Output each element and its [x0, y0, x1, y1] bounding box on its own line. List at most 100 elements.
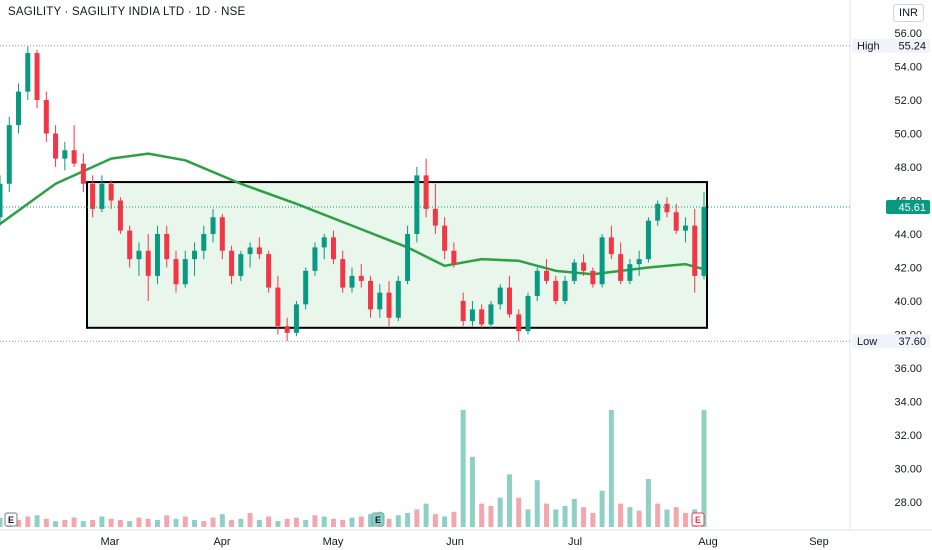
low-tag-value-bg — [886, 334, 930, 349]
candle-body — [553, 280, 559, 301]
candle — [210, 208, 216, 243]
candle-body — [655, 203, 661, 221]
candle — [256, 237, 262, 260]
volume-bar — [349, 517, 355, 527]
volume-bar — [636, 510, 642, 527]
volume-bar — [414, 509, 420, 527]
volume-bar — [358, 516, 364, 527]
candle-body — [534, 270, 540, 296]
volume-bar — [266, 516, 272, 527]
candle — [534, 267, 540, 301]
candle — [0, 175, 3, 226]
volume-bar — [386, 518, 392, 527]
candle-body — [682, 225, 688, 231]
time-axis[interactable]: Mar Apr May Jun Jul Aug Sep — [101, 536, 829, 548]
candle — [442, 217, 448, 260]
symbol-title[interactable]: SAGILITY · SAGILITY INDIA LTD · 1D · NSE — [8, 6, 246, 18]
volume-bar — [432, 514, 438, 527]
candle-body — [599, 237, 605, 285]
price-axis[interactable]: 56.0054.0052.0050.0048.0046.0044.0042.00… — [852, 28, 930, 509]
candle-body — [562, 280, 568, 301]
volume-bar — [154, 519, 160, 527]
volume-bar — [34, 515, 40, 527]
candle — [330, 230, 336, 265]
volume-bar — [99, 516, 105, 527]
candle — [488, 301, 494, 330]
candle — [312, 242, 318, 276]
candle-body — [451, 250, 457, 265]
candle — [516, 309, 522, 342]
y-tick-label: 30.00 — [894, 464, 922, 476]
candle-body — [645, 220, 651, 260]
candle-body — [479, 309, 485, 325]
volume-bar — [516, 497, 522, 527]
candle-body — [6, 125, 12, 184]
candle-body — [192, 250, 198, 260]
candle-body — [497, 287, 503, 305]
candle-body — [377, 292, 383, 310]
volume-bar — [590, 512, 596, 527]
candle-body — [256, 247, 262, 255]
candle-body — [488, 304, 494, 325]
candle — [136, 242, 142, 276]
volume-bar — [469, 456, 475, 527]
candle — [182, 250, 188, 288]
candle-body — [117, 200, 123, 231]
volume-bar — [71, 517, 77, 527]
earnings-event-marker[interactable]: E — [371, 512, 385, 527]
candle — [229, 245, 235, 285]
last-price-tag-value-bg — [886, 200, 930, 215]
volume-bar — [599, 490, 605, 527]
volume-bar — [506, 474, 512, 527]
volume-bar — [544, 503, 550, 527]
volume-bar — [608, 410, 614, 527]
candle — [266, 250, 272, 293]
volume-bar — [16, 519, 22, 527]
volume-bar — [571, 498, 577, 527]
candle-body — [136, 250, 142, 260]
candle-body — [182, 259, 188, 285]
candle-body — [692, 225, 698, 276]
candle — [692, 208, 698, 293]
candle-body — [627, 264, 633, 281]
high-tag-value-bg — [886, 38, 930, 53]
earnings-event-marker[interactable]: E — [4, 512, 18, 527]
candle — [451, 242, 457, 268]
grid-lines — [0, 0, 932, 531]
volume-bar — [321, 516, 327, 527]
candle — [321, 234, 327, 260]
candle-body — [201, 234, 207, 251]
candle-body — [368, 280, 374, 310]
y-tick-label: 52.00 — [894, 95, 922, 107]
x-tick-label: Apr — [213, 536, 230, 548]
candle — [525, 292, 531, 335]
candles — [0, 46, 707, 342]
candle-body — [154, 234, 160, 276]
y-tick-label: 34.00 — [894, 397, 922, 409]
candle — [544, 259, 550, 285]
candle-body — [312, 247, 318, 271]
x-tick-label: May — [323, 536, 344, 548]
candle — [247, 242, 253, 268]
volume-bar — [303, 519, 309, 527]
currency-button[interactable]: INR — [893, 4, 924, 22]
candle — [590, 267, 596, 288]
volume-bar — [368, 514, 374, 527]
volume-bar — [192, 519, 198, 527]
candle — [368, 275, 374, 318]
candle-body — [293, 304, 299, 333]
candle — [655, 200, 661, 226]
candle — [377, 284, 383, 318]
candle — [553, 275, 559, 305]
volume-bar — [43, 518, 49, 527]
earnings-event-marker[interactable]: E — [691, 512, 705, 527]
candle-body — [266, 254, 272, 288]
candle — [127, 225, 133, 268]
volume-bar — [275, 521, 281, 527]
candle-body — [395, 280, 401, 318]
y-tick-label: 48.00 — [894, 162, 922, 174]
volume-bar — [451, 511, 457, 527]
volume-bar — [238, 518, 244, 527]
